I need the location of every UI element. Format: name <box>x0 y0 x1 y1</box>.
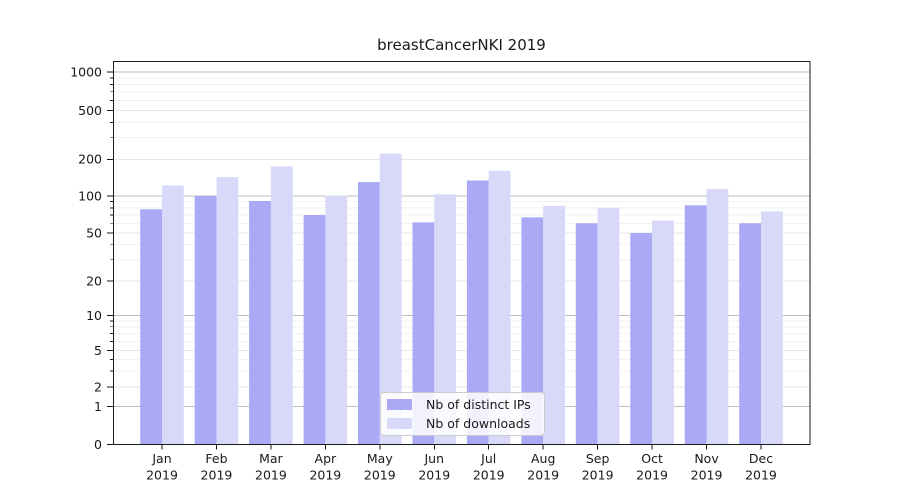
bar-downloads-jan <box>162 185 184 445</box>
bars <box>140 153 783 445</box>
bar-distinct-ips-dec <box>739 223 761 445</box>
bar-downloads-apr <box>325 195 348 445</box>
bar-downloads-aug <box>543 205 565 445</box>
bar-downloads-jul <box>488 170 511 445</box>
x-tick-label-month-oct: Oct <box>641 451 663 466</box>
y-tick-label-5: 5 <box>94 343 102 358</box>
legend-label-distinct-ips: Nb of distinct IPs <box>426 397 531 413</box>
x-tick-label-month-nov: Nov <box>694 451 719 466</box>
bar-distinct-ips-sep <box>575 223 598 445</box>
bar-distinct-ips-jun <box>412 222 435 445</box>
y-tick-label-2: 2 <box>94 379 102 394</box>
bar-downloads-jun <box>434 194 457 445</box>
y-tick-label-100: 100 <box>78 188 102 203</box>
legend: Nb of distinct IPs Nb of downloads <box>380 392 545 436</box>
bar-distinct-ips-oct <box>630 233 653 445</box>
x-tick-label-month-feb: Feb <box>205 451 227 466</box>
x-tick-label-month-apr: Apr <box>315 451 337 466</box>
x-axis: Jan 2019 Feb 2019 Mar 2019 Apr 2019 May 2019 Jun 20… <box>146 444 777 483</box>
y-tick-label-1000: 1000 <box>70 64 102 79</box>
bar-distinct-ips-apr <box>303 215 326 445</box>
x-tick-label-month-jul: Jul <box>480 451 496 466</box>
x-tick-label-year-mar: 2019 <box>255 468 287 483</box>
y-axis: 0 1 2 5 10 20 50 100 200 500 1000 <box>70 64 113 452</box>
y-tick-label-500: 500 <box>78 103 102 118</box>
bar-downloads-feb <box>216 177 239 445</box>
plot-border <box>113 61 811 445</box>
bar-downloads-sep <box>597 207 620 445</box>
y-tick-label-1: 1 <box>94 399 102 414</box>
x-tick-label-month-may: May <box>367 451 393 466</box>
bar-distinct-ips-nov <box>684 205 707 445</box>
x-tick-label-year-aug: 2019 <box>527 468 559 483</box>
bar-distinct-ips-jul <box>466 180 489 445</box>
x-tick-label-month-aug: Aug <box>531 451 555 466</box>
bar-downloads-dec <box>761 211 783 445</box>
bar-distinct-ips-may <box>358 182 380 445</box>
y-tick-label-10: 10 <box>86 308 102 323</box>
x-tick-label-month-mar: Mar <box>259 451 283 466</box>
x-tick-label-year-jan: 2019 <box>146 468 178 483</box>
legend-label-downloads: Nb of downloads <box>426 415 531 431</box>
bar-downloads-oct <box>652 220 674 445</box>
y-tick-label-50: 50 <box>86 225 102 240</box>
bar-distinct-ips-jan <box>140 209 162 445</box>
x-tick-label-year-nov: 2019 <box>691 468 723 483</box>
x-tick-label-year-apr: 2019 <box>309 468 341 483</box>
x-tick-label-year-oct: 2019 <box>636 468 668 483</box>
x-tick-label-year-jul: 2019 <box>473 468 505 483</box>
x-tick-label-year-may: 2019 <box>364 468 396 483</box>
bar-distinct-ips-mar <box>249 201 271 445</box>
x-tick-label-year-feb: 2019 <box>201 468 233 483</box>
x-tick-label-month-sep: Sep <box>586 451 610 466</box>
chart-title: breastCancerNKI 2019 <box>377 36 546 54</box>
legend-swatch-distinct-ips <box>387 399 412 411</box>
legend-item-distinct-ips: Nb of distinct IPs <box>387 396 538 413</box>
x-tick-label-month-dec: Dec <box>749 451 773 466</box>
x-tick-label-year-sep: 2019 <box>582 468 614 483</box>
legend-item-downloads: Nb of downloads <box>387 415 538 432</box>
x-tick-label-year-dec: 2019 <box>745 468 777 483</box>
y-tick-label-20: 20 <box>86 273 102 288</box>
x-tick-label-month-jun: Jun <box>424 451 445 466</box>
legend-swatch-downloads <box>387 417 412 429</box>
bar-downloads-mar <box>270 166 293 445</box>
y-tick-label-0: 0 <box>94 437 102 452</box>
y-tick-label-200: 200 <box>78 152 102 167</box>
bar-distinct-ips-feb <box>194 196 217 445</box>
x-tick-label-year-jun: 2019 <box>418 468 450 483</box>
bar-distinct-ips-aug <box>521 217 544 445</box>
x-tick-label-month-jan: Jan <box>151 451 171 466</box>
bar-downloads-nov <box>706 189 729 445</box>
bar-downloads-may <box>379 153 402 445</box>
